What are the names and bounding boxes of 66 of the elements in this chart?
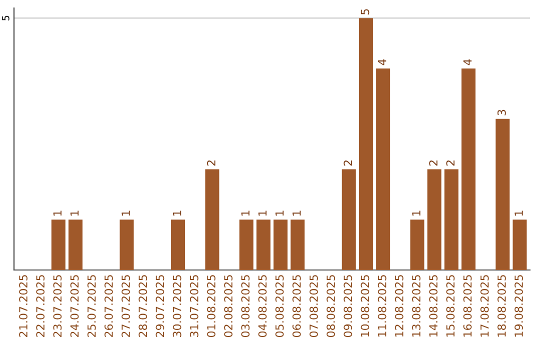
data-label: 2 [446,160,454,166]
x-tick-label: 11.08.2025 [378,275,386,337]
x-tick-label: 12.08.2025 [394,275,404,337]
bar [342,169,356,270]
bar [461,68,476,270]
bar [274,220,288,270]
bar [171,220,186,270]
bar [256,220,270,270]
x-tick-label: 17.08.2025 [480,275,489,337]
x-tick-label: 16.08.2025 [463,275,472,337]
x-tick-label: 15.08.2025 [446,275,455,337]
x-tick-label: 27.07.2025 [122,275,130,337]
x-tick-label: 29.07.2025 [156,275,164,337]
data-label: 1 [172,210,182,216]
data-label: 5 [360,9,370,14]
x-tick-label: 08.08.2025 [326,275,336,338]
x-tick-label: 21.07.2025 [19,275,28,337]
x-tick-label: 10.08.2025 [360,275,370,337]
data-label: 1 [276,210,284,216]
data-label: 2 [207,160,216,166]
bar [68,220,83,270]
x-tick-label: 24.07.2025 [70,275,79,337]
data-label: 1 [514,210,523,216]
x-tick-label: 22.07.2025 [36,275,45,337]
bar [358,18,373,270]
x-tick-label: 26.07.2025 [104,275,113,337]
x-tick-label: 18.08.2025 [497,275,506,337]
data-label: 2 [344,160,352,166]
data-label: 3 [497,110,506,116]
bar [120,220,134,270]
data-label: 1 [122,210,130,216]
bar [205,169,220,270]
x-tick-label: 31.07.2025 [190,275,198,337]
data-label: 1 [292,210,301,216]
x-tick-label: 05.08.2025 [275,275,284,338]
data-label: 1 [258,210,267,216]
x-tick-label: 04.08.2025 [258,275,267,338]
bar [51,220,66,270]
x-tick-label: 30.07.2025 [172,275,182,337]
bar [512,220,527,270]
x-tick-label: 28.07.2025 [138,275,148,337]
data-label: 2 [429,160,438,166]
bar [410,220,424,270]
data-label: 1 [241,210,250,216]
data-label: 1 [70,210,79,216]
bar [427,169,442,270]
x-tick-label: 25.07.2025 [87,275,96,337]
bar [290,220,305,270]
x-tick-label: 19.08.2025 [514,275,523,337]
bar [444,169,458,270]
x-tick-label: 14.08.2025 [429,275,438,337]
x-tick-label: 09.08.2025 [344,275,352,338]
data-label: 4 [378,59,386,66]
x-tick-label: 07.08.2025 [310,275,318,338]
bar [496,118,510,270]
x-tick-label: 01.08.2025 [207,275,216,338]
data-label: 4 [463,59,472,66]
x-tick-label: 13.08.2025 [412,275,420,337]
data-label: 1 [53,210,62,216]
bar [376,68,390,270]
x-tick-label: 02.08.2025 [224,275,233,338]
bar [239,220,254,270]
x-tick-label: 23.07.2025 [53,275,62,337]
x-tick-label: 06.08.2025 [292,275,301,338]
data-label: 1 [412,210,420,216]
x-tick-label: 03.08.2025 [241,275,250,338]
